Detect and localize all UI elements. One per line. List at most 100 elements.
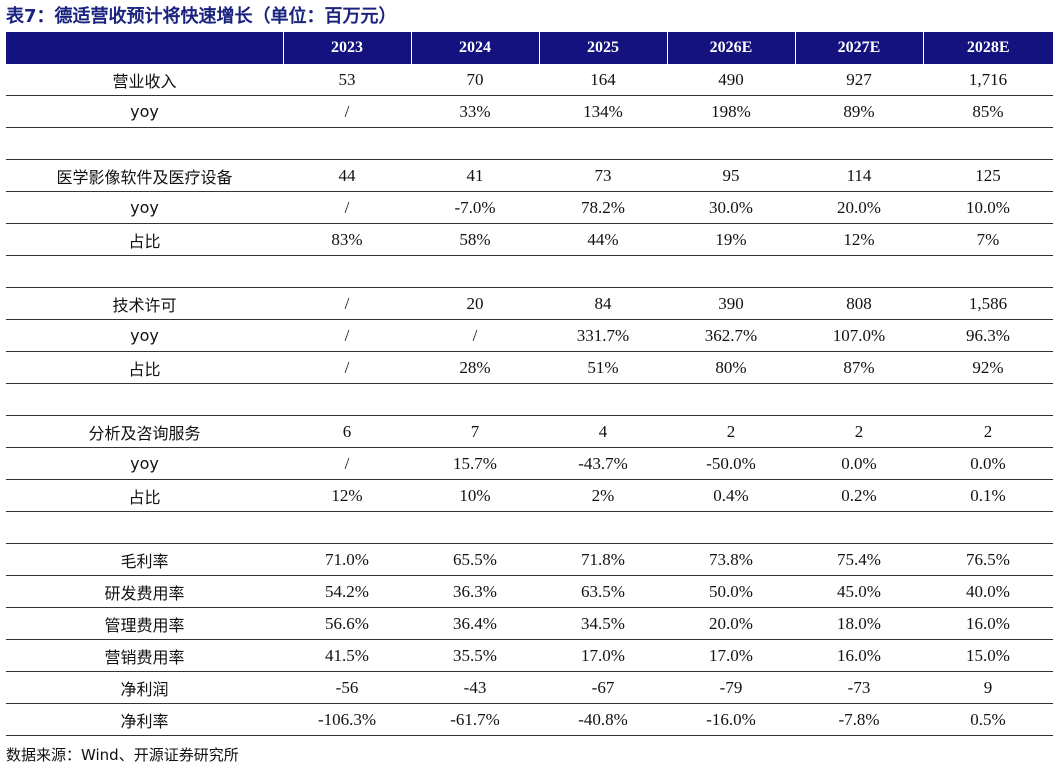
table-cell: 0.0% xyxy=(923,447,1053,480)
table-cell: 10% xyxy=(411,479,539,512)
source-note: 数据来源：Wind、开源证券研究所 xyxy=(6,746,239,764)
table-cell: 84 xyxy=(539,287,667,320)
table-cell: 390 xyxy=(667,287,795,320)
spacer-row xyxy=(6,127,1053,160)
table-cell: 107.0% xyxy=(795,319,923,352)
table-row: 净利润 -56 -43 -67 -79 -73 9 xyxy=(6,671,1053,704)
row-label xyxy=(6,383,283,416)
table-cell xyxy=(667,255,795,288)
table-title: 表7：德适营收预计将快速增长（单位：百万元） xyxy=(6,6,397,27)
table-cell: 9 xyxy=(923,671,1053,704)
table-cell: -61.7% xyxy=(411,703,539,736)
table-cell xyxy=(411,127,539,160)
table-cell: 0.4% xyxy=(667,479,795,512)
table-cell: 40.0% xyxy=(923,575,1053,608)
spacer-row xyxy=(6,255,1053,288)
table-cell: 6 xyxy=(283,415,411,448)
table-cell: 50.0% xyxy=(667,575,795,608)
table-cell: 73 xyxy=(539,159,667,192)
table-cell xyxy=(283,383,411,416)
table-cell: 95 xyxy=(667,159,795,192)
table-cell: -43 xyxy=(411,671,539,704)
table-cell: 10.0% xyxy=(923,191,1053,224)
spacer-row xyxy=(6,383,1053,416)
table-cell xyxy=(283,511,411,544)
row-label: yoy xyxy=(6,447,283,480)
table-row: 技术许可/20 84 390 808 1,586 xyxy=(6,287,1053,320)
table-row: 管理费用率 56.6% 36.4% 34.5% 20.0% 18.0% 16.0% xyxy=(6,607,1053,640)
table-row: 毛利率 71.0% 65.5% 71.8% 73.8% 75.4% 76.5% xyxy=(6,543,1053,576)
table-cell xyxy=(667,127,795,160)
header-cell-2023: 2023 xyxy=(283,32,412,64)
table-cell: -50.0% xyxy=(667,447,795,480)
row-label: 营业收入 xyxy=(6,64,283,96)
row-label: 毛利率 xyxy=(6,543,283,576)
row-label: 分析及咨询服务 xyxy=(6,415,283,448)
table-cell: 76.5% xyxy=(923,543,1053,576)
table-cell: -40.8% xyxy=(539,703,667,736)
table-cell: 7 xyxy=(411,415,539,448)
table-cell: -56 xyxy=(283,671,411,704)
table-cell: 125 xyxy=(923,159,1053,192)
table-cell: 331.7% xyxy=(539,319,667,352)
table-cell: -106.3% xyxy=(283,703,411,736)
table-body: 营业收入 53 70 164 490 927 1,716 yoy/33% 134% 198% 89%… xyxy=(6,64,1053,736)
table-cell: 28% xyxy=(411,351,539,384)
table-row: 营销费用率 41.5% 35.5% 17.0% 17.0% 16.0% 15.0% xyxy=(6,639,1053,672)
table-cell: 490 xyxy=(667,64,795,96)
table-cell: 89% xyxy=(795,95,923,128)
row-label xyxy=(6,127,283,160)
table-cell: / xyxy=(283,447,411,480)
table-cell: 41 xyxy=(411,159,539,192)
header-cell-2027e: 2027E xyxy=(795,32,924,64)
table-cell: 19% xyxy=(667,223,795,256)
table-cell: 17.0% xyxy=(667,639,795,672)
table-cell: 4 xyxy=(539,415,667,448)
table-cell: 35.5% xyxy=(411,639,539,672)
table-row: 医学影像软件及医疗设备 44 41 73 95 114 125 xyxy=(6,159,1053,192)
table-cell: 0.1% xyxy=(923,479,1053,512)
table-cell xyxy=(795,127,923,160)
table-cell xyxy=(923,127,1053,160)
row-label xyxy=(6,255,283,288)
table-row: 占比 83% 58% 44% 19% 12% 7% xyxy=(6,223,1053,256)
table-cell: 54.2% xyxy=(283,575,411,608)
table-cell: 51% xyxy=(539,351,667,384)
table-row: 营业收入 53 70 164 490 927 1,716 xyxy=(6,64,1053,96)
table-cell xyxy=(923,255,1053,288)
table-cell xyxy=(283,127,411,160)
table-cell xyxy=(795,255,923,288)
row-label: yoy xyxy=(6,95,283,128)
table-cell: 927 xyxy=(795,64,923,96)
table-cell: 15.7% xyxy=(411,447,539,480)
table-row: yoy/33% 134% 198% 89% 85% xyxy=(6,95,1053,128)
table-cell: -43.7% xyxy=(539,447,667,480)
table-cell: 75.4% xyxy=(795,543,923,576)
table-cell xyxy=(667,511,795,544)
financial-table: 2023 2024 2025 2026E 2027E 2028E 营业收入 53 7… xyxy=(6,32,1053,736)
table-row: 研发费用率 54.2% 36.3% 63.5% 50.0% 45.0% 40.0% xyxy=(6,575,1053,608)
table-cell: -79 xyxy=(667,671,795,704)
header-cell-2026e: 2026E xyxy=(667,32,796,64)
table-cell: 33% xyxy=(411,95,539,128)
table-cell: 96.3% xyxy=(923,319,1053,352)
table-cell: 362.7% xyxy=(667,319,795,352)
table-cell xyxy=(923,511,1053,544)
table-cell: 41.5% xyxy=(283,639,411,672)
table-cell: 114 xyxy=(795,159,923,192)
row-label: 营销费用率 xyxy=(6,639,283,672)
table-cell: 0.2% xyxy=(795,479,923,512)
row-label: yoy xyxy=(6,191,283,224)
table-cell xyxy=(283,255,411,288)
row-label: 研发费用率 xyxy=(6,575,283,608)
table-cell: 12% xyxy=(795,223,923,256)
header-cell-2024: 2024 xyxy=(411,32,540,64)
row-label: 占比 xyxy=(6,351,283,384)
table-cell: / xyxy=(283,287,411,320)
table-cell xyxy=(923,383,1053,416)
row-label: 占比 xyxy=(6,223,283,256)
table-row: 净利率 -106.3% -61.7% -40.8% -16.0% -7.8% 0.5% xyxy=(6,703,1053,736)
table-row: yoy //331.7% 362.7% 107.0% 96.3% xyxy=(6,319,1053,352)
table-cell: 44% xyxy=(539,223,667,256)
table-cell: 1,716 xyxy=(923,64,1053,96)
